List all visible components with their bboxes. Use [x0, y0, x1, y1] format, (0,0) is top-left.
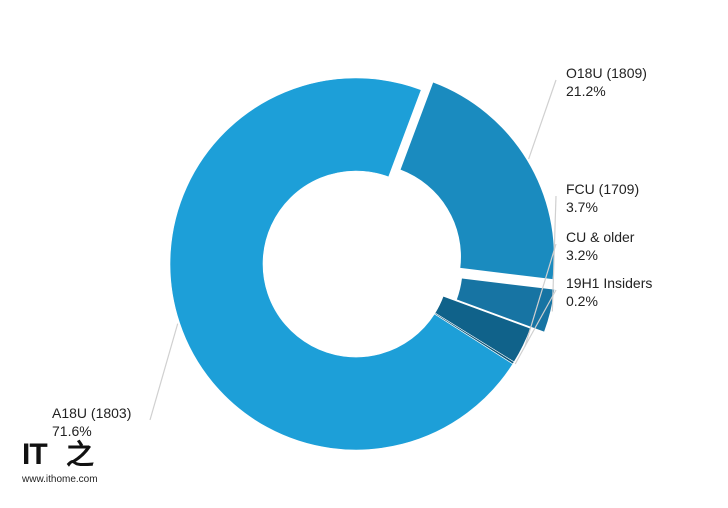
chart-slices: [169, 77, 555, 451]
ithome-logo-mark: 之: [66, 438, 95, 471]
leader-line-o18u-1809: [528, 79, 557, 160]
slice-value-a18u-1803: 71.6%: [52, 423, 92, 439]
slice-value-19h1-insiders: 0.2%: [566, 293, 598, 309]
slice-value-o18u-1809: 21.2%: [566, 83, 606, 99]
slice-a18u-1803: [169, 77, 514, 451]
leader-line-cu-older: [524, 243, 557, 347]
slice-label-fcu-1709: FCU (1709): [566, 181, 639, 197]
slice-label-a18u-1803: A18U (1803): [52, 405, 131, 421]
slice-label-19h1-insiders: 19H1 Insiders: [566, 275, 652, 291]
ithome-logo: IT: [22, 438, 48, 471]
leader-line-a18u-1803: [149, 323, 179, 421]
watermark-url: www.ithome.com: [22, 474, 98, 485]
ithome-watermark: IT 之 www.ithome.com: [22, 440, 112, 490]
leader-line-fcu-1709: [551, 195, 557, 312]
slice-label-o18u-1809: O18U (1809): [566, 65, 647, 81]
chart-leader-lines: [149, 79, 557, 421]
chart-labels: O18U (1809) 21.2% FCU (1709) 3.7% CU & older…: [52, 65, 652, 439]
slice-value-cu-older: 3.2%: [566, 247, 598, 263]
slice-o18u-1809: [400, 82, 554, 280]
leader-line-19h1-insiders: [514, 289, 557, 365]
slice-fcu-1709: [456, 278, 555, 332]
slice-label-cu-older: CU & older: [566, 229, 635, 245]
slice-value-fcu-1709: 3.7%: [566, 199, 598, 215]
